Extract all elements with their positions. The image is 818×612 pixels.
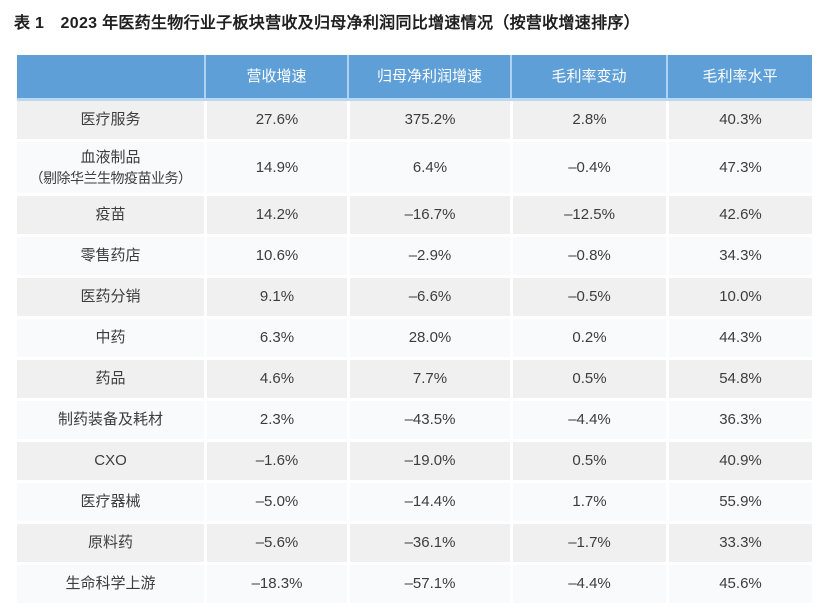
- cell-net-profit-growth: –2.9%: [347, 237, 510, 275]
- cell-net-profit-growth: 375.2%: [347, 101, 510, 139]
- cell-revenue-growth: 27.6%: [204, 101, 347, 139]
- header-cell-net-profit-growth: 归母净利润增速: [347, 55, 510, 98]
- table-row: 疫苗 14.2% –16.7% –12.5% 42.6%: [17, 196, 812, 234]
- cell-net-profit-growth: –14.4%: [347, 483, 510, 521]
- cell-revenue-growth: 6.3%: [204, 319, 347, 357]
- cell-gross-margin-level: 54.8%: [666, 360, 812, 398]
- cell-gross-margin-change: –0.4%: [510, 142, 666, 193]
- cell-net-profit-growth: –16.7%: [347, 196, 510, 234]
- table-caption: 表 1 2023 年医药生物行业子板块营收及归母净利润同比增速情况（按营收增速排…: [14, 15, 640, 32]
- row-label-sub: （剔除华兰生物疫苗业务）: [29, 169, 193, 186]
- cell-gross-margin-change: –4.4%: [510, 401, 666, 439]
- cell-gross-margin-level: 33.3%: [666, 524, 812, 562]
- cell-gross-margin-change: 2.8%: [510, 101, 666, 139]
- row-label: CXO: [17, 442, 204, 480]
- cell-net-profit-growth: 28.0%: [347, 319, 510, 357]
- cell-net-profit-growth: –43.5%: [347, 401, 510, 439]
- data-table: 营收增速 归母净利润增速 毛利率变动 毛利率水平 医疗服务 27.6% 375.…: [17, 55, 812, 606]
- cell-revenue-growth: –18.3%: [204, 565, 347, 603]
- cell-net-profit-growth: 6.4%: [347, 142, 510, 193]
- row-label: 生命科学上游: [17, 565, 204, 603]
- cell-gross-margin-change: –4.4%: [510, 565, 666, 603]
- table-row: 中药 6.3% 28.0% 0.2% 44.3%: [17, 319, 812, 357]
- cell-gross-margin-change: –1.7%: [510, 524, 666, 562]
- table-row: 制药装备及耗材 2.3% –43.5% –4.4% 36.3%: [17, 401, 812, 439]
- table-row: 医疗服务 27.6% 375.2% 2.8% 40.3%: [17, 101, 812, 139]
- row-label: 制药装备及耗材: [17, 401, 204, 439]
- cell-gross-margin-level: 34.3%: [666, 237, 812, 275]
- cell-gross-margin-change: –12.5%: [510, 196, 666, 234]
- table-row: 医药分销 9.1% –6.6% –0.5% 10.0%: [17, 278, 812, 316]
- cell-revenue-growth: 14.2%: [204, 196, 347, 234]
- cell-net-profit-growth: –57.1%: [347, 565, 510, 603]
- row-label-multiline: 血液制品 （剔除华兰生物疫苗业务）: [29, 148, 193, 188]
- row-label: 医药分销: [17, 278, 204, 316]
- cell-revenue-growth: –5.0%: [204, 483, 347, 521]
- cell-gross-margin-level: 36.3%: [666, 401, 812, 439]
- cell-revenue-growth: 14.9%: [204, 142, 347, 193]
- cell-gross-margin-level: 45.6%: [666, 565, 812, 603]
- table-row: 零售药店 10.6% –2.9% –0.8% 34.3%: [17, 237, 812, 275]
- cell-gross-margin-change: 0.5%: [510, 442, 666, 480]
- row-label: 原料药: [17, 524, 204, 562]
- cell-revenue-growth: 4.6%: [204, 360, 347, 398]
- table-row: 原料药 –5.6% –36.1% –1.7% 33.3%: [17, 524, 812, 562]
- row-label: 零售药店: [17, 237, 204, 275]
- cell-gross-margin-level: 10.0%: [666, 278, 812, 316]
- cell-gross-margin-level: 42.6%: [666, 196, 812, 234]
- row-label: 血液制品 （剔除华兰生物疫苗业务）: [17, 142, 204, 193]
- row-label: 医疗器械: [17, 483, 204, 521]
- cell-net-profit-growth: –6.6%: [347, 278, 510, 316]
- table-row: 血液制品 （剔除华兰生物疫苗业务） 14.9% 6.4% –0.4% 47.3%: [17, 142, 812, 193]
- table-row: CXO –1.6% –19.0% 0.5% 40.9%: [17, 442, 812, 480]
- cell-net-profit-growth: –19.0%: [347, 442, 510, 480]
- header-cell-revenue-growth: 营收增速: [204, 55, 347, 98]
- cell-gross-margin-change: –0.5%: [510, 278, 666, 316]
- cell-gross-margin-level: 40.9%: [666, 442, 812, 480]
- cell-revenue-growth: 2.3%: [204, 401, 347, 439]
- cell-net-profit-growth: 7.7%: [347, 360, 510, 398]
- header-cell-blank: [17, 55, 204, 98]
- cell-revenue-growth: –5.6%: [204, 524, 347, 562]
- row-label: 疫苗: [17, 196, 204, 234]
- cell-revenue-growth: 10.6%: [204, 237, 347, 275]
- table-row: 药品 4.6% 7.7% 0.5% 54.8%: [17, 360, 812, 398]
- cell-revenue-growth: –1.6%: [204, 442, 347, 480]
- cell-gross-margin-change: 1.7%: [510, 483, 666, 521]
- table-row: 医疗器械 –5.0% –14.4% 1.7% 55.9%: [17, 483, 812, 521]
- table-row: 生命科学上游 –18.3% –57.1% –4.4% 45.6%: [17, 565, 812, 603]
- table-header-row: 营收增速 归母净利润增速 毛利率变动 毛利率水平: [17, 55, 812, 101]
- row-label: 医疗服务: [17, 101, 204, 139]
- header-cell-gross-margin-change: 毛利率变动: [510, 55, 666, 98]
- row-label-main: 血液制品: [80, 148, 141, 166]
- cell-revenue-growth: 9.1%: [204, 278, 347, 316]
- row-label: 药品: [17, 360, 204, 398]
- cell-gross-margin-level: 44.3%: [666, 319, 812, 357]
- cell-gross-margin-level: 40.3%: [666, 101, 812, 139]
- cell-gross-margin-change: 0.5%: [510, 360, 666, 398]
- row-label: 中药: [17, 319, 204, 357]
- cell-gross-margin-change: 0.2%: [510, 319, 666, 357]
- cell-gross-margin-change: –0.8%: [510, 237, 666, 275]
- cell-gross-margin-level: 47.3%: [666, 142, 812, 193]
- cell-net-profit-growth: –36.1%: [347, 524, 510, 562]
- header-cell-gross-margin-level: 毛利率水平: [666, 55, 812, 98]
- cell-gross-margin-level: 55.9%: [666, 483, 812, 521]
